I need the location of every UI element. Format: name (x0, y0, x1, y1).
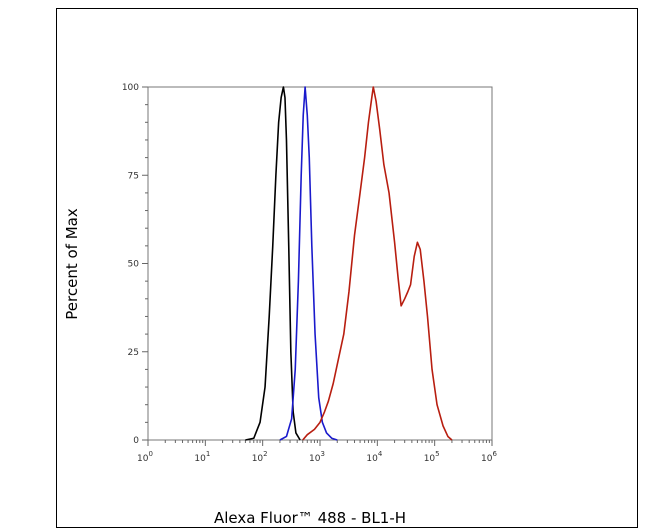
x-tick-label: 105 (424, 450, 440, 464)
tick-labels: 100 101 102 103 104 105 106 0 25 50 75 100 (122, 83, 498, 464)
x-tick-label: 101 (194, 450, 210, 464)
y-tick-label: 0 (133, 436, 139, 446)
x-tick-label: 106 (481, 450, 497, 464)
y-tick-label: 75 (128, 171, 139, 181)
histogram-series-line (279, 86, 338, 441)
histogram-series-line (302, 86, 453, 441)
y-tick-label: 100 (122, 83, 139, 93)
axis-ticks (142, 86, 493, 446)
y-tick-label: 50 (128, 260, 140, 270)
x-tick-label: 103 (309, 450, 325, 464)
x-tick-label: 102 (252, 450, 268, 464)
histogram-series-line (245, 86, 301, 441)
series-layer (245, 86, 453, 441)
x-axis-title: Alexa Fluor™ 488 - BL1-H (214, 509, 406, 527)
y-tick-label: 25 (128, 348, 139, 358)
plot-area (147, 86, 493, 441)
x-tick-label: 100 (137, 450, 153, 464)
y-axis-title: Percent of Max (63, 208, 81, 320)
x-tick-label: 104 (366, 450, 382, 464)
chart-frame (56, 8, 638, 528)
